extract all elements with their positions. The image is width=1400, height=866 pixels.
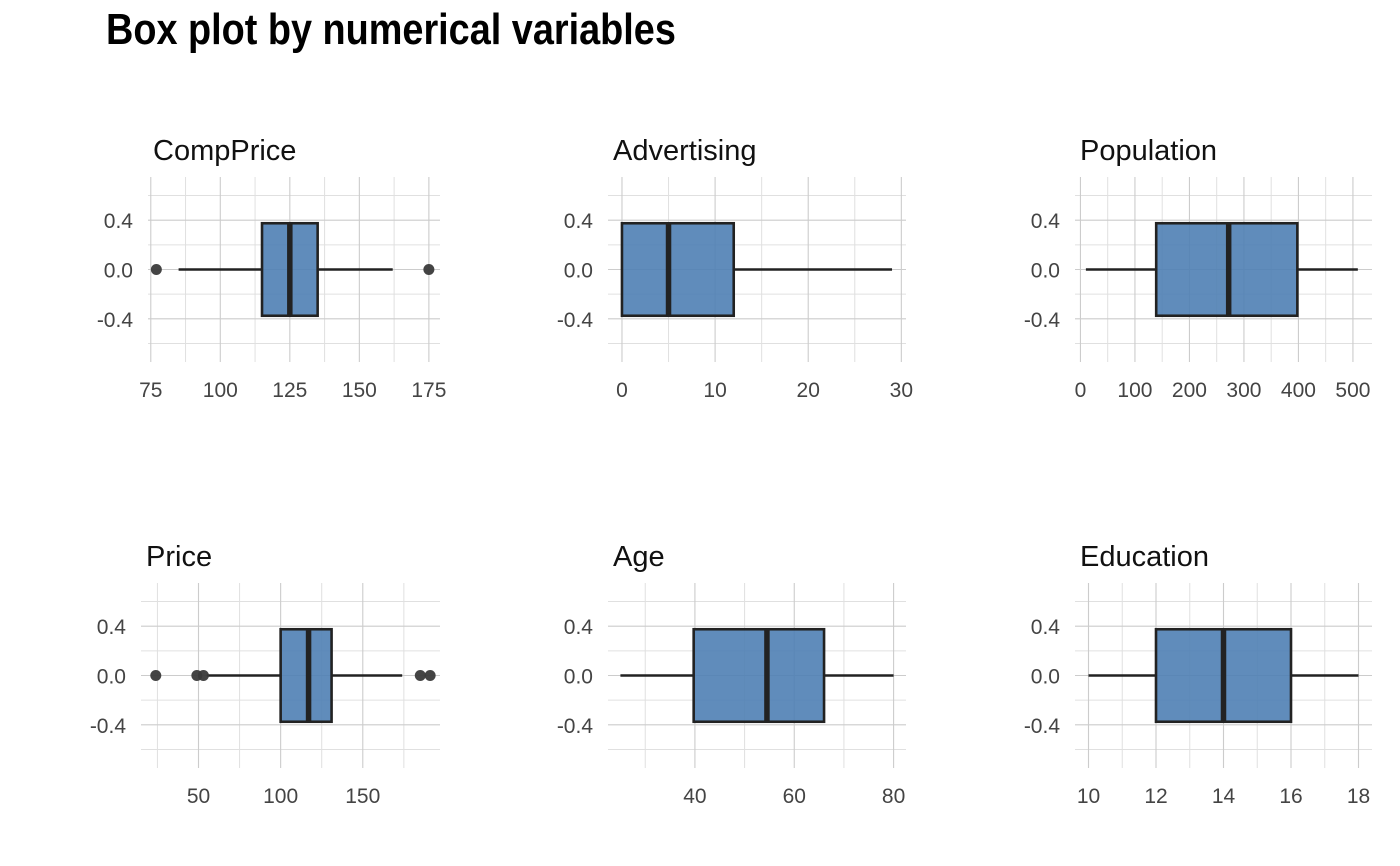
panel-advertising: Advertising -0.4 0.0 0.4 0 10 20 30 (557, 135, 913, 402)
y-tick-label: 0.0 (1031, 666, 1060, 689)
x-tick-label: 16 (1279, 785, 1302, 808)
box-iqr (620, 221, 736, 318)
x-tick-label: 400 (1281, 379, 1316, 402)
outlier-point (414, 670, 426, 681)
panel-education: Education -0.4 0.0 0.4 10 12 14 16 18 (1024, 541, 1372, 808)
panel-title: Age (613, 541, 665, 573)
y-tick-label: 0.4 (1031, 616, 1061, 639)
panel-price: Price -0.4 0.0 0.4 50 100 150 (90, 541, 440, 808)
x-tick-label: 80 (882, 785, 905, 808)
panel-title: Education (1080, 541, 1209, 573)
y-tick-label: 0.4 (564, 210, 594, 233)
panel-title: Price (146, 541, 212, 573)
outlier-point (150, 670, 162, 681)
page-title: Box plot by numerical variables (106, 5, 676, 54)
x-tick-label: 10 (703, 379, 726, 402)
panel-compprice: CompPrice -0.4 0.0 0.4 75 100 125 150 175 (97, 135, 447, 402)
panel-title: Population (1080, 135, 1217, 167)
x-tick-label: 500 (1335, 379, 1370, 402)
x-tick-label: 10 (1077, 785, 1100, 808)
x-tick-label: 18 (1347, 785, 1370, 808)
y-tick-label: -0.4 (557, 715, 594, 738)
outlier-point (424, 670, 436, 681)
x-tick-label: 175 (411, 379, 446, 402)
x-tick-label: 100 (1117, 379, 1152, 402)
y-tick-label: 0.4 (97, 616, 127, 639)
x-tick-label: 100 (263, 785, 298, 808)
y-tick-label: 0.0 (104, 260, 133, 283)
y-tick-label: 0.4 (104, 210, 134, 233)
y-tick-label: -0.4 (557, 309, 594, 332)
y-tick-label: 0.0 (1031, 260, 1060, 283)
y-tick-label: 0.4 (564, 616, 594, 639)
y-tick-label: -0.4 (1024, 309, 1061, 332)
x-tick-label: 200 (1172, 379, 1207, 402)
x-tick-label: 12 (1144, 785, 1167, 808)
x-tick-label: 75 (139, 379, 162, 402)
y-tick-label: -0.4 (97, 309, 134, 332)
x-tick-label: 14 (1212, 785, 1236, 808)
y-tick-label: 0.0 (564, 666, 593, 689)
x-tick-label: 100 (203, 379, 238, 402)
x-tick-label: 50 (187, 785, 210, 808)
x-tick-label: 30 (890, 379, 913, 402)
x-tick-label: 300 (1226, 379, 1261, 402)
y-tick-label: -0.4 (90, 715, 127, 738)
panel-age: Age -0.4 0.0 0.4 40 60 80 (557, 541, 906, 808)
outlier-point (197, 670, 209, 681)
y-tick-label: 0.0 (564, 260, 593, 283)
x-tick-label: 150 (345, 785, 380, 808)
x-tick-label: 0 (616, 379, 628, 402)
x-tick-label: 60 (783, 785, 806, 808)
y-tick-label: -0.4 (1024, 715, 1061, 738)
panel-title: CompPrice (153, 135, 296, 167)
y-tick-label: 0.4 (1031, 210, 1061, 233)
x-tick-label: 0 (1075, 379, 1087, 402)
y-tick-label: 0.0 (97, 666, 126, 689)
x-tick-label: 125 (272, 379, 307, 402)
x-tick-label: 40 (683, 785, 706, 808)
panel-population: Population -0.4 0.0 0.4 0 100 200 300 400 500 (1024, 135, 1372, 402)
outlier-point (423, 264, 435, 275)
x-tick-label: 20 (797, 379, 820, 402)
x-tick-label: 150 (342, 379, 377, 402)
panel-title: Advertising (613, 135, 756, 167)
outlier-point (150, 264, 162, 275)
box-iqr (692, 627, 826, 724)
